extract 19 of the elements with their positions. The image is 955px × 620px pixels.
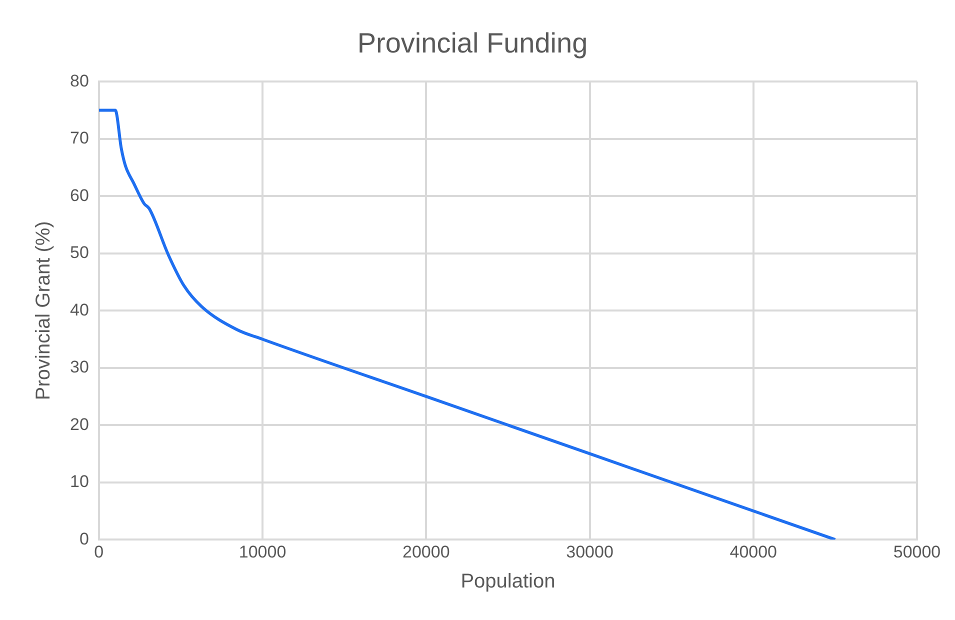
x-tick-label: 0 (94, 542, 104, 562)
y-tick-label: 80 (70, 71, 89, 90)
y-tick-label: 10 (70, 472, 89, 492)
y-tick-label: 50 (70, 243, 89, 262)
y-tick-label: 30 (70, 358, 89, 377)
x-tick-label: 40000 (730, 542, 778, 562)
y-tick-label: 60 (70, 186, 89, 205)
x-tick-label: 30000 (566, 542, 614, 562)
x-tick-label: 50000 (893, 542, 941, 562)
y-axis-title: Provincial Grant (%) (32, 221, 55, 400)
y-tick-label: 20 (70, 414, 89, 434)
y-tick-label: 0 (79, 529, 89, 548)
x-tick-label: 10000 (238, 542, 286, 562)
x-tick-label: 20000 (402, 542, 450, 562)
y-tick-label: 40 (70, 300, 89, 320)
y-tick-label: 70 (70, 128, 89, 148)
chart-title: Provincial Funding (357, 28, 588, 59)
x-axis-title: Population (460, 570, 556, 593)
line-series (98, 108, 837, 540)
